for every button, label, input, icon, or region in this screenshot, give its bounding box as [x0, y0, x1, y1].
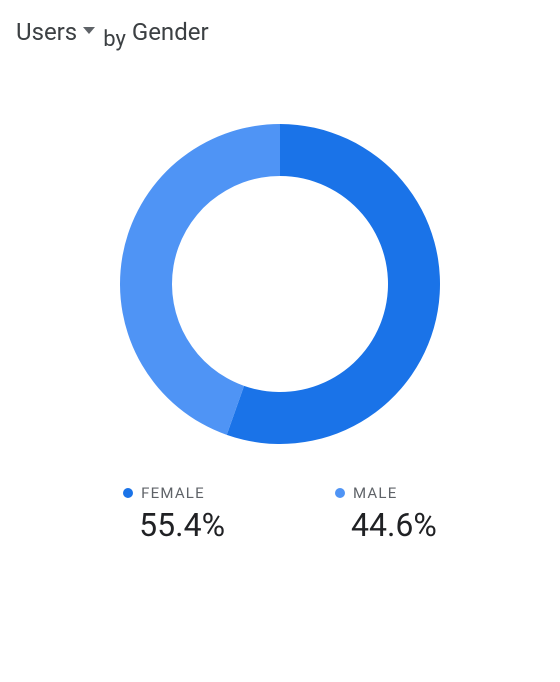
dimension-label: Gender: [132, 18, 209, 46]
donut-chart-container: [0, 64, 560, 444]
metric-dropdown[interactable]: Users: [16, 18, 95, 46]
legend-dot-female: [123, 488, 133, 498]
donut-chart: [120, 124, 440, 444]
legend-label-female: FEMALE: [141, 484, 205, 502]
legend-item-male: MALE 44.6%: [335, 484, 437, 544]
metric-label: Users: [16, 18, 77, 46]
legend-value-male: 44.6%: [351, 506, 437, 544]
legend-top: MALE: [335, 484, 397, 502]
legend-label-male: MALE: [353, 484, 397, 502]
legend-container: FEMALE 55.4% MALE 44.6%: [0, 444, 560, 544]
chevron-down-icon: [83, 27, 95, 34]
legend-item-female: FEMALE 55.4%: [123, 484, 225, 544]
donut-segment-male: [120, 124, 280, 435]
by-text: by: [103, 27, 126, 52]
legend-value-female: 55.4%: [139, 506, 225, 544]
chart-header: Users by Gender: [0, 0, 560, 64]
legend-dot-male: [335, 488, 345, 498]
legend-top: FEMALE: [123, 484, 205, 502]
